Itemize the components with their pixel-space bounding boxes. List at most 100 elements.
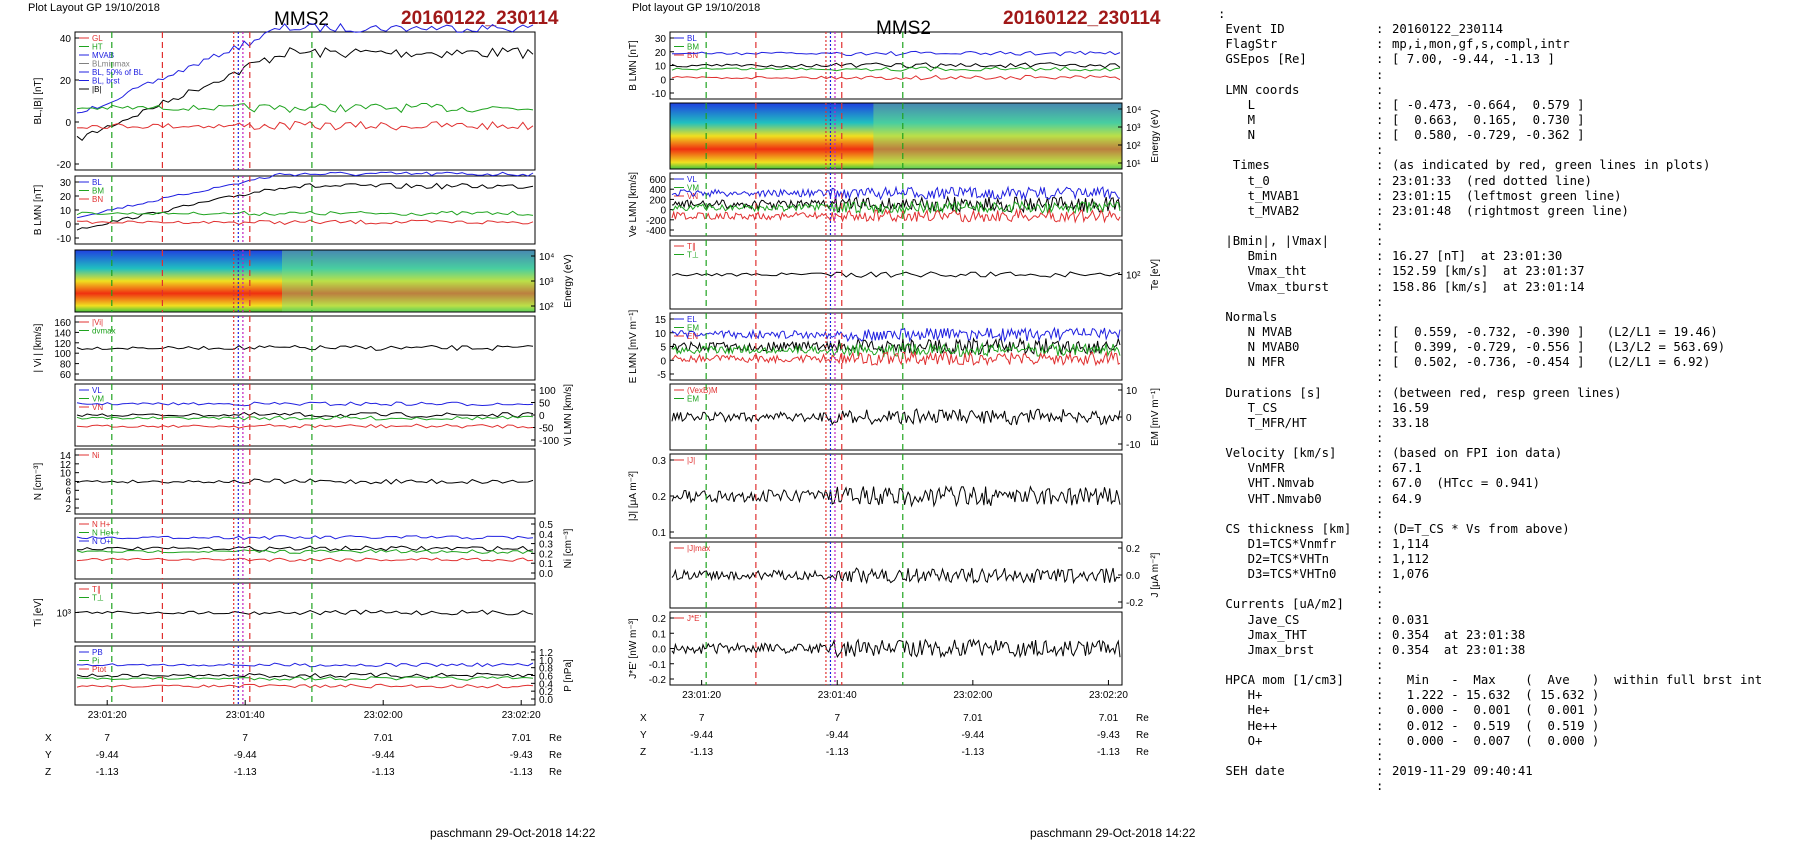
legend-entry: T⊥ — [687, 251, 699, 260]
info-row: GSEpos [Re]:[ 7.00, -9.44, -1.13 ] — [1218, 52, 1555, 67]
ytick-label: 10³ — [539, 277, 554, 288]
info-row: : — [1218, 295, 1762, 310]
panel-q2: 10⁴ 10³ 10² 10¹ Energy (eV) — [669, 102, 1161, 170]
info-key: D1=TCS*Vnmfr — [1218, 536, 1337, 551]
info-key: He+ — [1218, 703, 1270, 718]
info-row: HPCA mom [1/cm3]: Min - Max ( Ave ) with… — [1218, 673, 1763, 688]
legend-entry: T∥ — [92, 585, 101, 594]
panel-q6: 10 0 -10 EM [mV m⁻¹] (VexB)MEM — [669, 383, 1161, 451]
panel-frame — [74, 175, 536, 245]
info-row: N MVAB0:[ 0.399, -0.729, -0.556 ] (L3/L2… — [1218, 340, 1726, 355]
ytick-label: 10 — [655, 329, 667, 340]
trace-red — [76, 683, 534, 689]
info-row: N:[ 0.580, -0.729, -0.362 ] — [1218, 128, 1585, 143]
ytick-label: 0.2 — [652, 492, 666, 503]
ytick-label: 0.0 — [539, 569, 553, 580]
info-key: Bmin — [1218, 249, 1278, 264]
info-value: (D=T_CS * Vs from above) — [1392, 521, 1570, 536]
axis-label: P [nPa] — [563, 659, 574, 692]
ytick-label: 2 — [65, 504, 71, 515]
legend-entry: Ptot — [92, 665, 107, 674]
ytick-label: 10 — [60, 469, 72, 480]
info-row: t_0:23:01:33 (red dotted line) — [1218, 173, 1592, 188]
info-row: Jave_CS:0.031 — [1218, 612, 1430, 627]
info-row: Bmin:16.27 [nT] at 23:01:30 — [1218, 249, 1563, 264]
info-row: Durations [s]: (between red, resp green l… — [1218, 385, 1622, 400]
info-value: 0.031 — [1392, 612, 1430, 627]
info-row: LMN coords: — [1218, 82, 1384, 97]
panel-frame — [669, 312, 1123, 381]
info-key — [1218, 658, 1376, 673]
ytick-label: 5 — [660, 343, 666, 354]
ytick-label: 120 — [54, 339, 71, 350]
info-row: D3=TCS*VHTn0:1,076 — [1218, 567, 1430, 582]
info-row: Velocity [km/s]: (based on FPI ion data) — [1218, 446, 1563, 461]
panel-frame — [74, 517, 536, 580]
ytick-label: 600 — [649, 175, 666, 186]
ytick-label: 10⁴ — [1126, 105, 1141, 116]
trace-blue — [76, 401, 534, 407]
ytick-label: 10³ — [1126, 123, 1141, 134]
ytick-label: -400 — [646, 226, 666, 237]
panel-q4: 10² Te [eV] T∥T⊥ — [669, 239, 1161, 310]
legend-entry: |B| — [92, 85, 102, 94]
info-row: : — [1218, 431, 1762, 446]
trace-green — [671, 200, 1121, 215]
trace-black — [76, 478, 534, 485]
axis-label: E LMN [mV m⁻¹] — [628, 309, 639, 383]
trace-black — [671, 62, 1121, 69]
info-value: [ 0.399, -0.729, -0.556 ] (L3/L2 = 563.6… — [1392, 340, 1726, 355]
ytick-label: 10² — [539, 302, 554, 313]
pos-row-label: Y — [640, 730, 647, 741]
info-row: Vmax_tht:152.59 [km/s] at 23:01:37 — [1218, 264, 1585, 279]
info-value: [ 0.502, -0.736, -0.454 ] (L2/L1 = 6.92) — [1392, 355, 1711, 370]
ytick-label: 0.2 — [539, 549, 553, 560]
info-value: Min - Max ( Ave ) within full brst int — [1392, 673, 1763, 688]
ytick-label: 10⁴ — [539, 252, 554, 263]
info-value: 67.0 (HTcc = 0.941) — [1392, 476, 1541, 491]
info-key: H+ — [1218, 688, 1263, 703]
ytick-label: 0 — [1126, 413, 1132, 424]
ytick-label: 400 — [649, 185, 666, 196]
info-row: O+: 0.000 - 0.007 ( 0.000 ) — [1218, 733, 1600, 748]
legend-entry: PB — [92, 648, 103, 657]
info-key: Vmax_tburst — [1218, 279, 1330, 294]
info-row: H+: 1.222 - 15.632 ( 15.632 ) — [1218, 688, 1600, 703]
trace-red — [671, 74, 1121, 81]
pos-value: 7.01 — [1099, 713, 1119, 724]
panel-frame — [74, 31, 536, 171]
trace-black — [76, 609, 534, 616]
ytick-label: 140 — [54, 328, 71, 339]
ytick-label: 20 — [655, 48, 667, 59]
info-key: Jmax_brst — [1218, 642, 1315, 657]
info-key — [1218, 143, 1376, 158]
ytick-label: -0.2 — [649, 675, 667, 686]
pos-value: -1.13 — [1097, 747, 1120, 758]
info-key: N MVAB — [1218, 324, 1293, 339]
legend-entry: MVAB — [92, 51, 114, 60]
legend-entry: BL, brst — [92, 77, 120, 86]
axis-label: Te [eV] — [1150, 259, 1161, 290]
pos-value: 7 — [834, 713, 840, 724]
legend-entry: |J|max — [687, 544, 710, 553]
ytick-label: 0.4 — [539, 679, 553, 690]
info-key: L — [1218, 97, 1256, 112]
pos-row-label: Z — [45, 767, 51, 778]
info-row: : — [1218, 582, 1762, 597]
info-key — [1218, 295, 1376, 310]
trace-black — [671, 567, 1121, 585]
trace-red — [76, 219, 534, 225]
info-value: 0.354 at 23:01:38 — [1392, 627, 1526, 642]
legend-entry: VM — [687, 184, 699, 193]
time-tick-label: 23:01:40 — [226, 710, 265, 721]
info-value: 1.222 - 15.632 ( 15.632 ) — [1392, 688, 1600, 703]
ytick-label: -0.2 — [1126, 598, 1144, 609]
ytick-label: 60 — [60, 370, 72, 381]
time-tick-label: 23:01:20 — [88, 710, 127, 721]
ytick-label: 20 — [60, 76, 72, 87]
trace-black — [76, 672, 534, 679]
ytick-label: 1.0 — [539, 656, 553, 667]
info-value: (based on FPI ion data) — [1392, 446, 1563, 461]
spectrogram — [670, 103, 1122, 169]
trace-green — [76, 210, 534, 217]
